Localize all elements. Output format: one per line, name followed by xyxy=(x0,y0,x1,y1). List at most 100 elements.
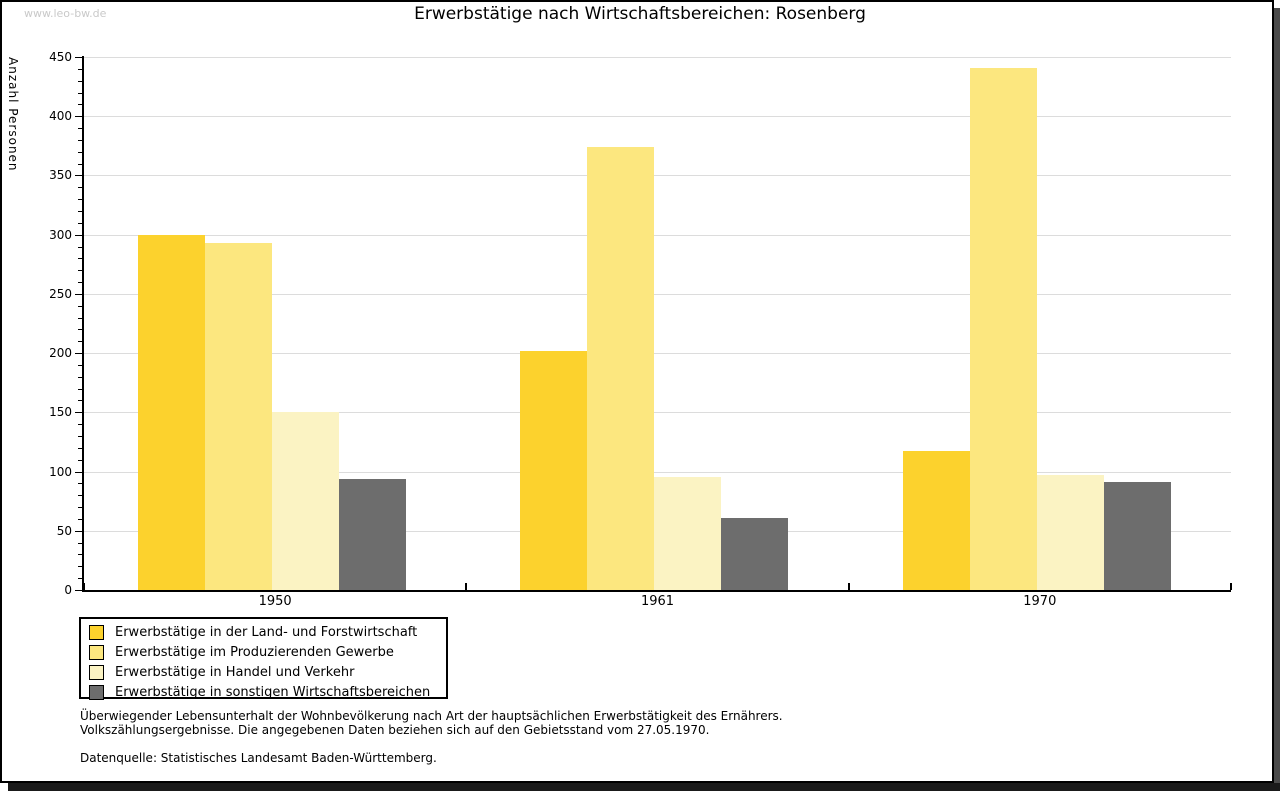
gridline-350 xyxy=(84,175,1231,177)
legend-label: Erwerbstätige in Handel und Verkehr xyxy=(115,664,355,680)
y-minor-tick xyxy=(78,163,82,165)
legend-swatch xyxy=(89,624,104,640)
gridline-250 xyxy=(84,293,1231,295)
bar xyxy=(721,517,789,590)
bar xyxy=(902,451,970,590)
y-axis-title: Anzahl Personen xyxy=(6,57,20,172)
legend-item: Erwerbstätige in sonstigen Wirtschaftsbe… xyxy=(89,682,446,702)
frame-shadow-bottom xyxy=(8,783,1280,791)
legend-swatch xyxy=(89,644,104,660)
bar xyxy=(654,477,722,590)
y-minor-tick xyxy=(78,436,82,438)
legend-label: Erwerbstätige im Produzierenden Gewerbe xyxy=(115,644,394,660)
legend-label: Erwerbstätige in sonstigen Wirtschaftsbe… xyxy=(115,684,431,700)
footnote-line-2: Volkszählungsergebnisse. Die angegebenen… xyxy=(80,723,710,737)
y-minor-tick xyxy=(78,199,82,201)
y-minor-tick xyxy=(78,364,82,366)
legend-swatch xyxy=(89,664,104,680)
bar xyxy=(138,234,205,590)
y-minor-tick xyxy=(78,518,82,520)
x-tick-label: 1950 xyxy=(258,594,292,609)
gridline-300 xyxy=(84,234,1231,236)
legend: Erwerbstätige in der Land- und Forstwirt… xyxy=(79,617,448,702)
y-minor-tick xyxy=(78,388,82,390)
y-tick-label: 200 xyxy=(49,346,72,361)
y-tick-label: 400 xyxy=(49,109,72,124)
y-minor-tick xyxy=(78,554,82,556)
y-major-tick xyxy=(75,471,82,473)
watermark: www.leo-bw.de xyxy=(24,7,107,20)
y-minor-tick xyxy=(78,507,82,509)
y-minor-tick xyxy=(78,258,82,260)
y-minor-tick xyxy=(78,447,82,449)
y-minor-tick xyxy=(78,329,82,331)
y-tick-label: 150 xyxy=(49,405,72,420)
y-tick-label: 450 xyxy=(49,50,72,64)
y-major-tick xyxy=(75,530,82,532)
x-boundary-tick xyxy=(465,583,468,590)
y-tick-label: 350 xyxy=(49,168,72,183)
bar xyxy=(1036,475,1104,590)
y-minor-tick xyxy=(78,187,82,189)
y-minor-tick xyxy=(78,566,82,568)
gridline-400 xyxy=(84,116,1231,118)
legend-item: Erwerbstätige im Produzierenden Gewerbe xyxy=(89,642,446,662)
y-minor-tick xyxy=(78,578,82,580)
bar xyxy=(587,147,655,590)
y-minor-tick xyxy=(78,282,82,284)
footnotes: Überwiegender Lebensunterhalt der Wohnbe… xyxy=(80,709,783,765)
bar xyxy=(520,350,588,590)
gridline-450 xyxy=(84,57,1231,58)
y-minor-tick xyxy=(78,68,82,70)
y-minor-tick xyxy=(78,151,82,153)
footnote-line-1: Überwiegender Lebensunterhalt der Wohnbe… xyxy=(80,709,783,723)
bar xyxy=(339,478,406,590)
bar xyxy=(969,67,1037,590)
y-major-tick xyxy=(75,590,82,591)
y-tick-label: 100 xyxy=(49,464,72,479)
gridline-100 xyxy=(84,471,1231,473)
y-minor-tick xyxy=(78,495,82,497)
y-major-tick xyxy=(75,353,82,355)
y-tick-label: 250 xyxy=(49,286,72,301)
y-major-tick xyxy=(75,293,82,295)
y-minor-tick xyxy=(78,376,82,378)
x-axis-line xyxy=(82,590,1231,592)
y-minor-tick xyxy=(78,139,82,141)
y-major-tick xyxy=(75,116,82,118)
y-axis-line xyxy=(82,56,84,592)
y-minor-tick xyxy=(78,424,82,426)
y-minor-tick xyxy=(78,542,82,544)
legend-label: Erwerbstätige in der Land- und Forstwirt… xyxy=(115,624,418,640)
legend-swatch xyxy=(89,684,104,700)
x-boundary-tick xyxy=(83,583,85,590)
y-major-tick xyxy=(75,175,82,177)
footnote-source: Datenquelle: Statistisches Landesamt Bad… xyxy=(80,751,437,765)
y-minor-tick xyxy=(78,459,82,461)
y-major-tick xyxy=(75,57,82,58)
y-minor-tick xyxy=(78,317,82,319)
x-boundary-tick xyxy=(1230,583,1232,590)
y-minor-tick xyxy=(78,92,82,94)
y-minor-tick xyxy=(78,483,82,485)
y-tick-label: 50 xyxy=(56,523,72,538)
y-tick-label: 300 xyxy=(49,227,72,242)
x-boundary-tick xyxy=(847,583,850,590)
y-minor-tick xyxy=(78,270,82,272)
x-tick-label: 1970 xyxy=(1023,594,1057,609)
y-minor-tick xyxy=(78,400,82,402)
chart-title: Erwerbstätige nach Wirtschaftsbereichen:… xyxy=(414,4,866,24)
frame-shadow-right xyxy=(1274,8,1280,791)
y-minor-tick xyxy=(78,80,82,82)
y-minor-tick xyxy=(78,222,82,224)
y-minor-tick xyxy=(78,210,82,212)
gridline-150 xyxy=(84,412,1231,414)
y-minor-tick xyxy=(78,246,82,248)
y-minor-tick xyxy=(78,305,82,307)
bar xyxy=(205,242,272,590)
y-major-tick xyxy=(75,412,82,414)
bar xyxy=(1103,482,1171,590)
legend-item: Erwerbstätige in der Land- und Forstwirt… xyxy=(89,622,446,642)
y-minor-tick xyxy=(78,104,82,106)
